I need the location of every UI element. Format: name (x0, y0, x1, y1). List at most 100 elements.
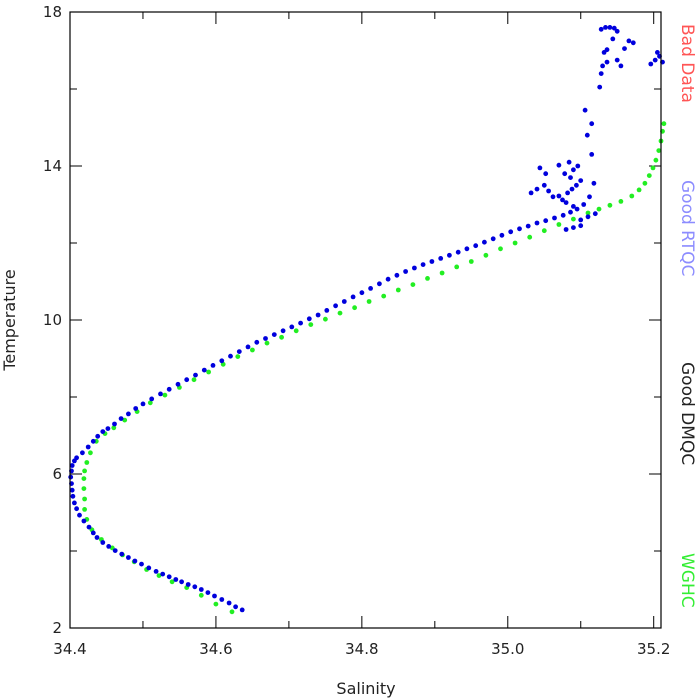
blue-data-point (550, 194, 556, 200)
blue-data-point (534, 220, 540, 226)
blue-data-point (473, 243, 479, 249)
blue-data-point (589, 152, 595, 157)
green-data-point (82, 468, 87, 474)
blue-data-point (324, 308, 330, 313)
green-data-point (213, 601, 219, 607)
y-tick-label: 14 (43, 157, 62, 175)
blue-data-point (74, 455, 79, 461)
green-data-point (250, 347, 255, 353)
blue-data-point (607, 25, 613, 30)
blue-data-point (158, 391, 163, 397)
blue-data-point (133, 406, 139, 411)
blue-data-point (81, 518, 87, 524)
blue-data-point (592, 211, 598, 217)
blue-data-point (85, 444, 91, 450)
blue-data-point (245, 344, 251, 350)
green-data-point (191, 377, 197, 383)
blue-data-point (94, 535, 100, 540)
blue-data-point (464, 246, 470, 252)
blue-data-point (95, 433, 101, 439)
blue-data-point (508, 229, 514, 235)
blue-data-point (100, 540, 106, 545)
blue-data-point (315, 312, 321, 318)
blue-data-point (571, 167, 576, 173)
blue-data-point (153, 569, 159, 574)
blue-data-point (563, 227, 569, 232)
blue-data-point (655, 50, 660, 55)
green-data-point (337, 310, 343, 316)
green-data-point (279, 334, 284, 340)
blue-data-point (598, 71, 604, 76)
green-data-point (293, 328, 299, 334)
blue-data-point (368, 286, 373, 291)
blue-data-point (112, 421, 117, 427)
blue-data-point (350, 294, 356, 300)
blue-data-point (212, 593, 217, 599)
blue-data-point (289, 324, 295, 330)
blue-data-point (166, 574, 172, 580)
blue-data-point (160, 571, 166, 577)
blue-data-point (560, 212, 566, 218)
blue-data-point (543, 171, 549, 177)
blue-data-point (614, 57, 620, 63)
blue-data-point (543, 218, 549, 224)
green-data-point (527, 234, 533, 240)
blue-data-point (146, 565, 152, 571)
blue-data-point (254, 339, 260, 345)
blue-data-point (578, 178, 584, 184)
green-data-point (81, 476, 87, 481)
blue-data-point (597, 84, 603, 90)
blue-data-point (219, 597, 225, 602)
x-axis-title: Salinity (336, 679, 395, 698)
blue-data-point (125, 411, 131, 417)
green-data-point (366, 299, 372, 304)
blue-data-point (333, 303, 338, 309)
blue-data-point (591, 180, 597, 186)
blue-data-point (205, 590, 211, 595)
green-data-point (156, 573, 162, 578)
green-data-point (198, 592, 204, 598)
blue-data-point (80, 450, 85, 456)
blue-data-point (201, 367, 207, 373)
blue-data-point (611, 25, 617, 31)
blue-data-point (118, 416, 124, 421)
green-data-point (646, 173, 652, 179)
blue-data-point (90, 438, 96, 444)
blue-data-point (614, 28, 620, 34)
blue-data-point (69, 487, 75, 493)
green-data-point (661, 121, 667, 127)
legend-good-rtqc: Good RTQC (677, 180, 697, 276)
blue-data-point (578, 223, 584, 229)
green-data-point (122, 417, 128, 423)
blue-data-point (582, 107, 588, 113)
green-data-point (512, 240, 518, 246)
blue-data-point (517, 226, 522, 232)
plot-frame (69, 11, 662, 629)
blue-data-point (198, 587, 204, 592)
green-data-point (656, 148, 662, 154)
y-tick-labels: 2 6 10 14 18 (43, 3, 62, 637)
green-data-point (82, 496, 87, 502)
x-tick-label: 35.2 (637, 640, 670, 658)
blue-data-point (563, 200, 569, 206)
green-data-point (541, 228, 547, 234)
green-data-point (618, 199, 624, 204)
blue-data-point (610, 36, 616, 42)
blue-data-point (420, 262, 426, 267)
blue-data-point (239, 607, 245, 613)
blue-data-point (584, 132, 590, 138)
blue-data-point (173, 577, 179, 582)
blue-data-point (280, 328, 286, 334)
blue-data-point (341, 299, 347, 304)
blue-data-point (626, 38, 632, 44)
legend-good-dmqc: Good DMQC (677, 362, 697, 465)
blue-data-point (179, 579, 185, 585)
blue-data-point (210, 363, 216, 368)
blue-data-point (77, 512, 82, 518)
blue-data-point (578, 217, 584, 223)
blue-data-point (385, 276, 391, 282)
blue-data-point (622, 46, 627, 51)
blue-data-point (447, 252, 452, 258)
blue-data-point (125, 555, 131, 560)
